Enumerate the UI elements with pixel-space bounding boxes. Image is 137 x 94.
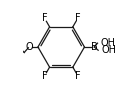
Text: F: F: [75, 13, 81, 23]
Text: OH: OH: [100, 38, 115, 48]
Text: F: F: [42, 71, 47, 81]
Text: O: O: [25, 42, 33, 52]
Text: F: F: [75, 71, 81, 81]
Text: OH: OH: [101, 45, 116, 55]
Text: B: B: [91, 42, 98, 52]
Text: F: F: [42, 13, 47, 23]
